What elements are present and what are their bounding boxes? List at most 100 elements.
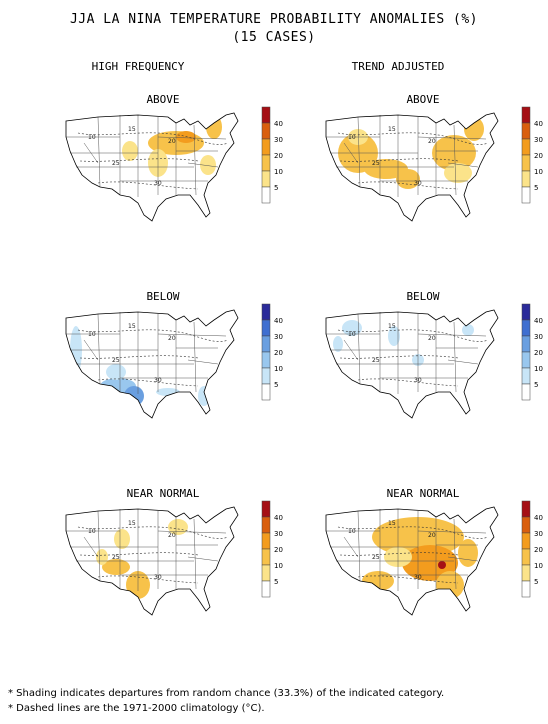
state-border	[193, 124, 197, 196]
colorbar-segment	[261, 548, 271, 566]
panel-trend-adjusted-near-normal: NEAR NORMAL 10 15 20 25 30 40 30 20 10 5	[318, 487, 548, 677]
state-border	[357, 313, 361, 385]
colorbar-tick-label: 10	[274, 562, 283, 570]
contour-label: 25	[112, 160, 120, 167]
state-border	[453, 518, 457, 590]
map-group: 10 15 20 25 30	[325, 506, 499, 616]
state-border	[447, 556, 479, 562]
colorbar-tick-label: 30	[274, 530, 283, 538]
state-border	[417, 333, 487, 337]
shading-layer	[70, 326, 210, 406]
panel-trend-adjusted-above: ABOVE 10 15 20 25 30 40 30 20 10 5	[318, 93, 548, 283]
colorbar-warm: 40 30 20 10 5	[521, 106, 543, 204]
colorbar-segment	[261, 335, 271, 353]
shading-region	[388, 326, 400, 346]
colorbar-tick-label: 20	[274, 349, 283, 357]
panel-title: BELOW	[146, 290, 180, 303]
climatology-contour	[357, 575, 459, 584]
colorbar-segment	[521, 351, 531, 369]
figure-title-line2: (15 CASES)	[232, 30, 316, 45]
colorbar-segment	[521, 367, 531, 385]
map-group: 10 15 20 25 30	[65, 309, 239, 419]
contour-label: 30	[154, 180, 162, 187]
panel-high-frequency-above: ABOVE 10 15 20 25 30 40 30 20 10 5	[58, 93, 318, 283]
contour-label: 25	[372, 160, 380, 167]
contour-label: 10	[348, 528, 356, 535]
colorbar-tick-label: 20	[274, 546, 283, 554]
state-border	[417, 136, 487, 140]
contour-label: 25	[372, 357, 380, 364]
map-group: 10 15 20 25 30	[325, 309, 499, 419]
shading-layer	[122, 115, 222, 177]
shading-region	[156, 388, 180, 396]
us-map-below-hf: 10 15 20 25 30	[65, 309, 239, 419]
state-border	[83, 339, 99, 361]
climatology-contour	[339, 158, 459, 162]
panel-title: BELOW	[406, 290, 440, 303]
colorbar-tick-label: 40	[274, 514, 283, 522]
colorbar-segment	[261, 186, 271, 204]
climatology-contour	[357, 181, 459, 190]
colorbar-segment	[261, 138, 271, 156]
shading-region	[176, 131, 196, 143]
colorbar-segment	[261, 170, 271, 188]
panel-title: ABOVE	[146, 93, 180, 106]
colorbar-tick-label: 30	[534, 136, 543, 144]
colorbar-segment	[521, 122, 531, 140]
state-border	[187, 556, 219, 562]
us-map-above-ta: 10 15 20 25 30	[325, 112, 499, 222]
colorbar-segment	[261, 106, 271, 124]
contour-label: 15	[388, 520, 396, 527]
climatology-contour	[97, 378, 199, 387]
contour-label: 15	[128, 126, 136, 133]
state-border	[343, 536, 359, 558]
state-border	[417, 530, 487, 534]
climatology-contour	[337, 526, 489, 539]
colorbar-tick-label: 5	[534, 184, 538, 192]
colorbar-tick-label: 20	[534, 546, 543, 554]
state-border	[447, 359, 479, 365]
contour-label: 20	[428, 532, 436, 539]
colorbar-tick-label: 10	[534, 168, 543, 176]
shading-region	[362, 571, 394, 591]
state-border	[157, 333, 227, 337]
colorbar-segment	[521, 516, 531, 534]
colorbar-segment	[261, 383, 271, 401]
state-border	[343, 339, 359, 361]
contour-label: 25	[112, 554, 120, 561]
colorbar-segment	[521, 106, 531, 124]
colorbar-tick-label: 40	[534, 317, 543, 325]
colorbar-segment	[261, 500, 271, 518]
contour-label: 25	[372, 554, 380, 561]
contour-label: 10	[348, 331, 356, 338]
shading-region	[438, 561, 446, 569]
climatology-contour	[337, 329, 489, 342]
contour-label: 10	[88, 528, 96, 535]
contour-label: 30	[414, 180, 422, 187]
climatology-contour	[79, 552, 199, 556]
contour-label: 30	[414, 377, 422, 384]
map-group: 10 15 20 25 30	[65, 112, 239, 222]
column-header-trend-adjusted: TREND ADJUSTED	[351, 60, 445, 73]
colorbar-tick-label: 30	[274, 136, 283, 144]
colorbar-segment	[521, 319, 531, 337]
shading-region	[200, 155, 216, 175]
colorbar-tick-label: 10	[274, 168, 283, 176]
contour-label: 10	[348, 134, 356, 141]
shading-region	[342, 320, 362, 336]
shading-region	[462, 324, 474, 336]
contour-label: 15	[388, 126, 396, 133]
colorbar-segment	[261, 319, 271, 337]
climatology-contour	[77, 132, 229, 145]
colorbar-tick-label: 40	[534, 120, 543, 128]
us-map-above-hf: 10 15 20 25 30	[65, 112, 239, 222]
shading-region	[333, 336, 343, 352]
shading-region	[432, 135, 476, 171]
state-border	[97, 510, 101, 582]
footnote-dashed-lines: * Dashed lines are the 1971-2000 climato…	[8, 703, 265, 714]
us-map-below-ta: 10 15 20 25 30	[325, 309, 499, 419]
map-group: 10 15 20 25 30	[325, 112, 499, 222]
colorbar-tick-label: 20	[274, 152, 283, 160]
us-outline	[325, 309, 499, 419]
colorbar-segment	[261, 532, 271, 550]
